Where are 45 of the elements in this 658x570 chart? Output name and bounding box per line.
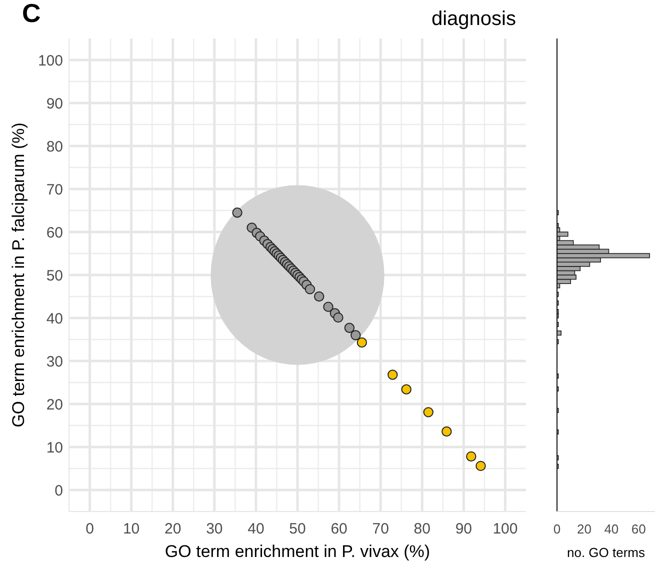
y-tick-label: 90 bbox=[46, 95, 63, 112]
point bbox=[401, 384, 412, 394]
x-tick-label: 50 bbox=[289, 520, 306, 538]
x-tick-label: 10 bbox=[122, 520, 140, 538]
x-tick-label: 40 bbox=[248, 520, 264, 538]
chart-title: diagnosis bbox=[431, 8, 516, 30]
x-tick-label: 30 bbox=[206, 520, 223, 538]
x-tick-label: 90 bbox=[455, 520, 472, 538]
y-tick-label: 40 bbox=[46, 310, 63, 328]
point bbox=[314, 291, 324, 302]
y-tick-label: 100 bbox=[38, 52, 63, 70]
x-tick-label: 0 bbox=[86, 520, 94, 538]
x-tick-label: 0 bbox=[553, 522, 561, 536]
point bbox=[350, 330, 361, 340]
x-axis-title: GO term enrichment in P. vivax (%) bbox=[164, 542, 430, 561]
point bbox=[442, 426, 452, 437]
point bbox=[466, 451, 476, 462]
point bbox=[356, 337, 367, 348]
y-tick-label: 30 bbox=[46, 353, 63, 370]
y-axis-title: GO term enrichment in P. falciparum (%) bbox=[9, 122, 28, 428]
x-axis-title: no. GO terms bbox=[566, 545, 646, 560]
y-tick-label: 0 bbox=[54, 482, 63, 500]
point bbox=[232, 208, 242, 218]
point bbox=[323, 302, 334, 312]
x-tick-label: 60 bbox=[330, 520, 348, 538]
y-tick-label: 70 bbox=[46, 181, 63, 198]
point bbox=[344, 322, 355, 333]
y-tick-label: 10 bbox=[46, 439, 63, 456]
y-tick-label: 20 bbox=[46, 396, 63, 414]
point bbox=[388, 370, 398, 380]
point bbox=[476, 460, 486, 472]
x-tick-label: 100 bbox=[492, 520, 518, 538]
x-tick-label: 40 bbox=[604, 522, 619, 536]
x-tick-label: 70 bbox=[372, 520, 389, 538]
point bbox=[304, 284, 316, 294]
x-tick-label: 60 bbox=[631, 522, 646, 536]
y-tick-label: 50 bbox=[46, 267, 63, 284]
point bbox=[333, 312, 344, 323]
x-tick-label: 80 bbox=[414, 520, 430, 538]
y-tick-label: 80 bbox=[46, 138, 63, 156]
x-tick-label: 20 bbox=[164, 520, 182, 538]
x-tick-label: 20 bbox=[576, 522, 592, 536]
point bbox=[423, 407, 434, 418]
y-tick-label: 60 bbox=[46, 224, 63, 242]
text: C bbox=[22, 0, 41, 28]
